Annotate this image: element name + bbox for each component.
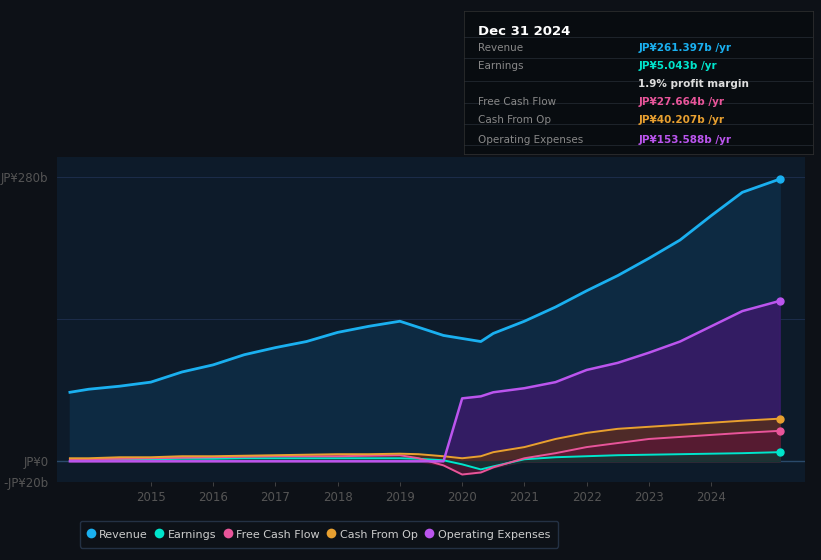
Text: JP¥40.207b /yr: JP¥40.207b /yr xyxy=(639,115,724,125)
Text: Operating Expenses: Operating Expenses xyxy=(478,136,583,146)
Text: JP¥261.397b /yr: JP¥261.397b /yr xyxy=(639,43,732,53)
Text: Revenue: Revenue xyxy=(478,43,523,53)
Legend: Revenue, Earnings, Free Cash Flow, Cash From Op, Operating Expenses: Revenue, Earnings, Free Cash Flow, Cash … xyxy=(80,521,557,548)
Text: JP¥27.664b /yr: JP¥27.664b /yr xyxy=(639,97,724,107)
Text: Free Cash Flow: Free Cash Flow xyxy=(478,97,556,107)
Text: Cash From Op: Cash From Op xyxy=(478,115,551,125)
Text: JP¥153.588b /yr: JP¥153.588b /yr xyxy=(639,136,732,146)
Text: Dec 31 2024: Dec 31 2024 xyxy=(478,26,571,39)
Text: 1.9% profit margin: 1.9% profit margin xyxy=(639,79,750,89)
Text: JP¥5.043b /yr: JP¥5.043b /yr xyxy=(639,61,717,71)
Text: Earnings: Earnings xyxy=(478,61,523,71)
